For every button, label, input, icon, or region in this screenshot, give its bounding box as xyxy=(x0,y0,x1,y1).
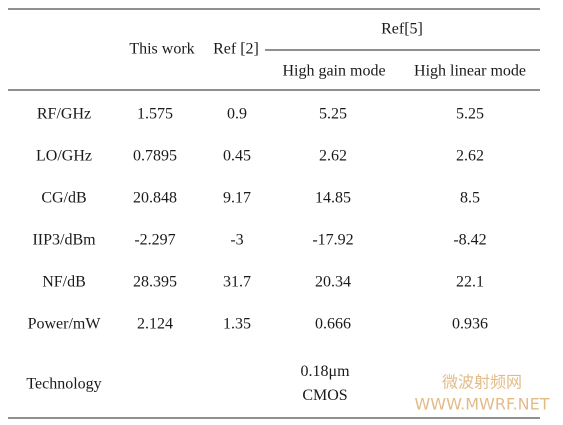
cell: 28.395 xyxy=(133,274,177,291)
cell: -17.92 xyxy=(312,232,353,249)
header-this-work: This work xyxy=(129,41,194,58)
header-high-gain: High gain mode xyxy=(282,63,385,80)
cell: 5.25 xyxy=(456,106,484,123)
cell: 14.85 xyxy=(315,190,351,207)
row-label: Power/mW xyxy=(28,316,102,333)
cell: 9.17 xyxy=(223,190,251,207)
row-label: NF/dB xyxy=(42,274,86,291)
header-high-linear: High linear mode xyxy=(414,63,526,80)
cell: 2.62 xyxy=(319,148,347,165)
row-label: Technology xyxy=(26,376,101,393)
row-label: LO/GHz xyxy=(36,148,92,165)
cell: 20.34 xyxy=(315,274,351,291)
cell: 2.124 xyxy=(137,316,173,333)
cell: 0.666 xyxy=(315,316,351,333)
cell: 8.5 xyxy=(460,190,480,207)
cell: 2.62 xyxy=(456,148,484,165)
cell: -2.297 xyxy=(134,232,175,249)
cell: 1.35 xyxy=(223,316,251,333)
cell: 1.575 xyxy=(137,106,173,123)
cell: -3 xyxy=(230,232,243,249)
cell: 31.7 xyxy=(223,274,251,291)
cell: 0.9 xyxy=(227,106,247,123)
cell: 0.7895 xyxy=(133,148,177,165)
header-ref5: Ref[5] xyxy=(381,21,423,38)
watermark-url: WWW.MWRF.NET xyxy=(414,395,549,414)
cell: 0.18μm CMOS xyxy=(300,363,350,404)
header-ref2: Ref [2] xyxy=(213,41,259,58)
cell: 0.936 xyxy=(452,316,488,333)
cell: -8.42 xyxy=(453,232,486,249)
row-label: IIP3/dBm xyxy=(32,232,96,249)
row-label: CG/dB xyxy=(41,190,86,207)
row-label: RF/GHz xyxy=(37,106,91,123)
cell: 0.45 xyxy=(223,148,251,165)
cell: 22.1 xyxy=(456,274,484,291)
watermark-name: 微波射频网 xyxy=(442,373,522,392)
cell: 5.25 xyxy=(319,106,347,123)
cell: 20.848 xyxy=(133,190,177,207)
